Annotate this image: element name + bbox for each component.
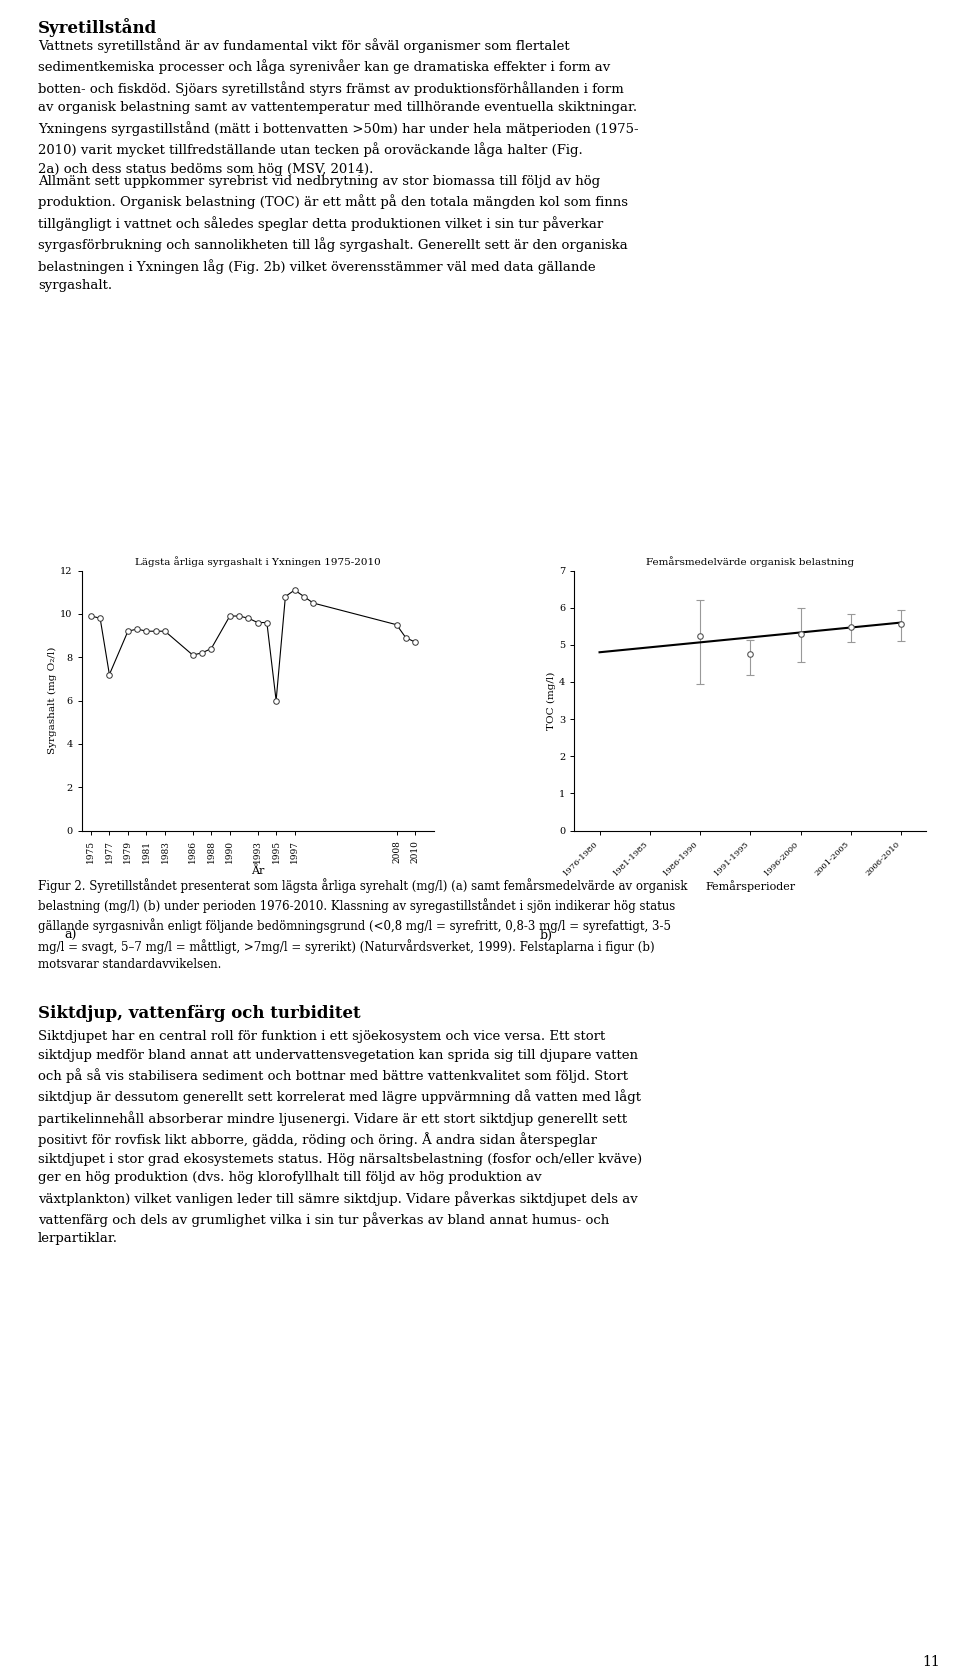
Text: a): a)	[64, 930, 77, 943]
Text: Figur 2. Syretillståndet presenterat som lägsta årliga syrehalt (mg/l) (a) samt : Figur 2. Syretillståndet presenterat som…	[38, 878, 687, 972]
Title: Lägsta årliga syrgashalt i Yxningen 1975-2010: Lägsta årliga syrgashalt i Yxningen 1975…	[134, 555, 380, 567]
X-axis label: Femårsperioder: Femårsperioder	[706, 881, 796, 893]
X-axis label: År: År	[251, 866, 264, 876]
Text: Syretillstånd: Syretillstånd	[38, 18, 157, 37]
Title: Femårsmedelvärde organisk belastning: Femårsmedelvärde organisk belastning	[646, 555, 854, 567]
Text: Vattnets syretillstånd är av fundamental vikt för såväl organismer som flertalet: Vattnets syretillstånd är av fundamental…	[38, 39, 638, 176]
Text: Allmänt sett uppkommer syrebrist vid nedbrytning av stor biomassa till följd av : Allmänt sett uppkommer syrebrist vid ned…	[38, 175, 628, 292]
Text: Siktdjup, vattenfärg och turbiditet: Siktdjup, vattenfärg och turbiditet	[38, 1005, 361, 1022]
Y-axis label: TOC (mg/l): TOC (mg/l)	[547, 671, 557, 730]
Text: 11: 11	[922, 1655, 940, 1670]
Text: Siktdjupet har en central roll för funktion i ett sjöekosystem och vice versa. E: Siktdjupet har en central roll för funkt…	[38, 1030, 642, 1245]
Text: b): b)	[540, 930, 552, 943]
Y-axis label: Syrgashalt (mg O₂/l): Syrgashalt (mg O₂/l)	[48, 648, 58, 753]
